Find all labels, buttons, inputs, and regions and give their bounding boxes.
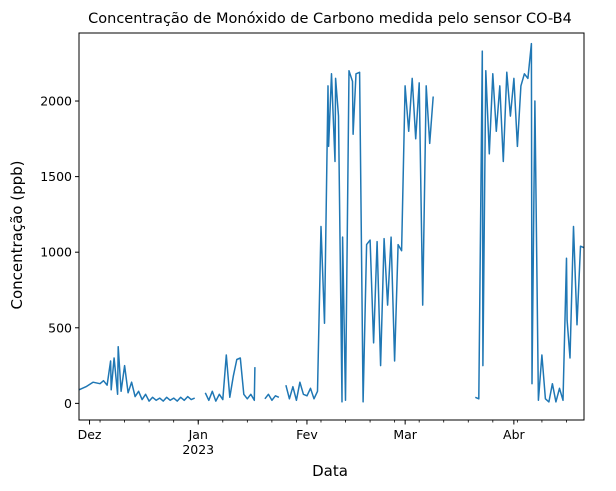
- x-axis-label: Data: [312, 462, 348, 480]
- x-tick-label: Dez: [78, 427, 102, 442]
- y-tick-label: 500: [48, 320, 72, 335]
- x-tick-year-label: 2023: [182, 442, 214, 457]
- series-line-segment: [264, 393, 280, 402]
- series-line-segment: [285, 70, 434, 403]
- series-line-segment: [204, 354, 256, 402]
- y-axis: 0 500 1000 1500 2000: [40, 94, 79, 411]
- x-tick-label: Mar: [393, 427, 417, 442]
- chart-title: Concentração de Monóxido de Carbono medi…: [88, 11, 572, 27]
- x-tick-label: Abr: [503, 427, 525, 442]
- y-axis-label: Concentração (ppb): [8, 160, 26, 309]
- x-tick-label: Jan: [188, 427, 208, 442]
- y-tick-label: 1000: [40, 245, 72, 260]
- plot-frame: [78, 32, 585, 421]
- y-tick-label: 2000: [40, 94, 72, 109]
- x-tick-label: Fev: [296, 427, 318, 442]
- series-layer: [78, 42, 585, 403]
- series-line-segment: [78, 345, 195, 402]
- series-line-segment: [475, 42, 585, 403]
- y-tick-label: 0: [64, 396, 72, 411]
- y-tick-label: 1500: [40, 169, 72, 184]
